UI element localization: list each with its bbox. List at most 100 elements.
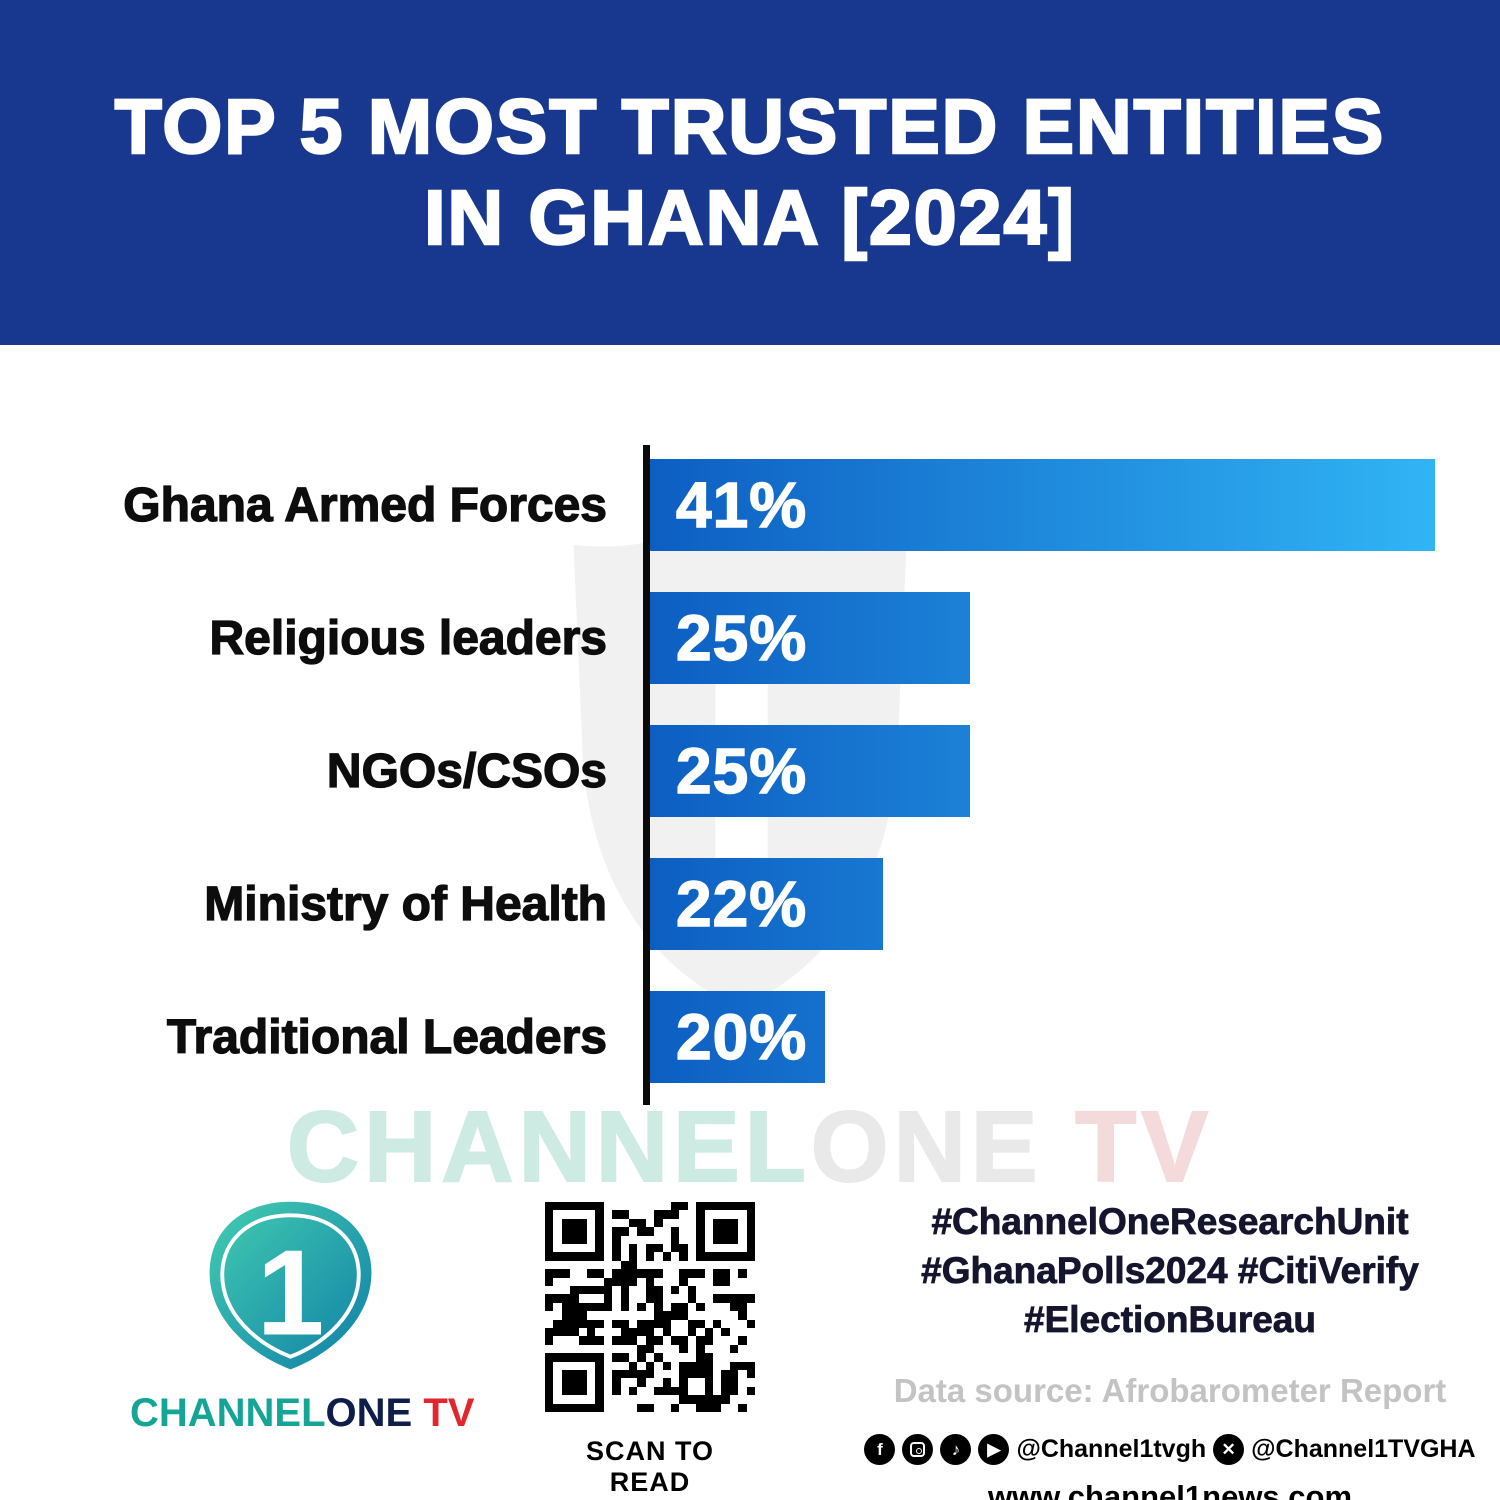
- bar-track: 20%: [643, 991, 1450, 1083]
- qr-module: [553, 1219, 561, 1227]
- qr-module: [612, 1294, 620, 1302]
- qr-module: [663, 1395, 671, 1403]
- qr-module: [620, 1327, 629, 1337]
- qr-module: [562, 1244, 570, 1252]
- qr-module: [570, 1378, 579, 1387]
- qr-module: [721, 1303, 729, 1311]
- qr-module: [738, 1387, 746, 1395]
- qr-module: [747, 1311, 755, 1319]
- qr-module: [553, 1336, 561, 1344]
- qr-module: [663, 1404, 671, 1412]
- facebook-icon: f: [864, 1434, 896, 1466]
- qr-module: [746, 1210, 755, 1219]
- qr-module: [587, 1395, 595, 1403]
- qr-module: [578, 1386, 587, 1396]
- qr-module: [663, 1345, 671, 1353]
- qr-module: [654, 1252, 662, 1260]
- bar-chart: Ghana Armed Forces 41% Religious leaders 25…: [60, 445, 1450, 1105]
- qr-module: [637, 1261, 645, 1269]
- qr-module: [645, 1243, 655, 1253]
- qr-module: [620, 1369, 629, 1379]
- qr-module: [747, 1336, 755, 1344]
- qr-module: [730, 1261, 738, 1269]
- qr-module: [545, 1345, 553, 1353]
- qr-module: [629, 1378, 637, 1386]
- qr-module: [712, 1252, 722, 1261]
- qr-module: [637, 1278, 645, 1286]
- qr-module: [620, 1302, 629, 1312]
- qr-module: [620, 1269, 629, 1278]
- qr-module: [738, 1378, 746, 1386]
- instagram-icon: [902, 1434, 934, 1466]
- qr-module: [646, 1210, 654, 1218]
- qr-module: [553, 1311, 561, 1319]
- qr-module: [688, 1345, 696, 1353]
- qr-module: [746, 1294, 755, 1303]
- qr-module: [645, 1327, 655, 1337]
- qr-module: [738, 1302, 747, 1312]
- qr-module: [620, 1277, 629, 1286]
- qr-module: [620, 1227, 629, 1236]
- qr-module: [730, 1320, 738, 1328]
- qr-module: [620, 1260, 629, 1270]
- qr-module: [654, 1370, 662, 1378]
- qr-module: [746, 1202, 755, 1211]
- qr-module: [628, 1243, 638, 1253]
- bar: 25%: [650, 725, 970, 817]
- qr-module: [654, 1319, 663, 1328]
- qr-module: [561, 1369, 571, 1379]
- social-handle-2: @Channel1TVGHA: [1251, 1435, 1476, 1464]
- qr-module: [738, 1336, 747, 1345]
- qr-module: [612, 1311, 620, 1319]
- qr-module: [595, 1269, 604, 1278]
- qr-module: [604, 1261, 612, 1269]
- qr-module: [629, 1353, 637, 1361]
- bar-track: 25%: [643, 725, 1450, 817]
- qr-module: [679, 1344, 688, 1354]
- qr-module: [637, 1252, 645, 1260]
- qr-module: [595, 1278, 603, 1286]
- qr-module: [696, 1336, 705, 1345]
- qr-module: [730, 1210, 738, 1218]
- qr-module: [738, 1244, 746, 1252]
- qr-module: [579, 1244, 587, 1252]
- qr-module: [561, 1227, 571, 1236]
- qr-module: [637, 1227, 646, 1236]
- qr-module: [705, 1303, 713, 1311]
- qr-module: [704, 1202, 713, 1211]
- qr-module: [670, 1202, 680, 1211]
- qr-module: [645, 1285, 655, 1295]
- logo-wordmark-one: ONE: [325, 1391, 413, 1435]
- qr-module: [545, 1378, 554, 1387]
- qr-module: [637, 1294, 645, 1302]
- qr-module: [545, 1202, 554, 1211]
- qr-module: [604, 1311, 612, 1319]
- qr-module: [670, 1210, 680, 1219]
- qr-module: [696, 1210, 705, 1219]
- qr-module: [570, 1202, 579, 1211]
- qr-module: [562, 1261, 570, 1269]
- qr-module: [679, 1378, 688, 1387]
- qr-module: [713, 1328, 721, 1336]
- qr-module: [687, 1369, 697, 1379]
- qr-module: [603, 1277, 613, 1286]
- qr-module: [663, 1269, 671, 1277]
- qr-module: [586, 1319, 596, 1328]
- qr-block: SCAN TO READ: [545, 1202, 755, 1498]
- qr-module: [553, 1244, 561, 1252]
- qr-module: [696, 1202, 705, 1211]
- qr-module: [721, 1261, 729, 1269]
- qr-module: [671, 1395, 679, 1403]
- qr-module: [671, 1353, 679, 1361]
- header-banner: TOP 5 MOST TRUSTED ENTITIES IN GHANA [20…: [0, 0, 1500, 345]
- qr-module: [587, 1278, 595, 1286]
- qr-module: [654, 1261, 662, 1269]
- qr-module: [712, 1218, 722, 1228]
- qr-module: [705, 1269, 713, 1277]
- page-title: TOP 5 MOST TRUSTED ENTITIES IN GHANA [20…: [113, 82, 1385, 264]
- qr-module: [729, 1378, 739, 1387]
- qr-module: [620, 1294, 629, 1303]
- bar: 25%: [650, 592, 970, 684]
- qr-module: [696, 1227, 705, 1236]
- category-label: Traditional Leaders: [166, 1010, 607, 1064]
